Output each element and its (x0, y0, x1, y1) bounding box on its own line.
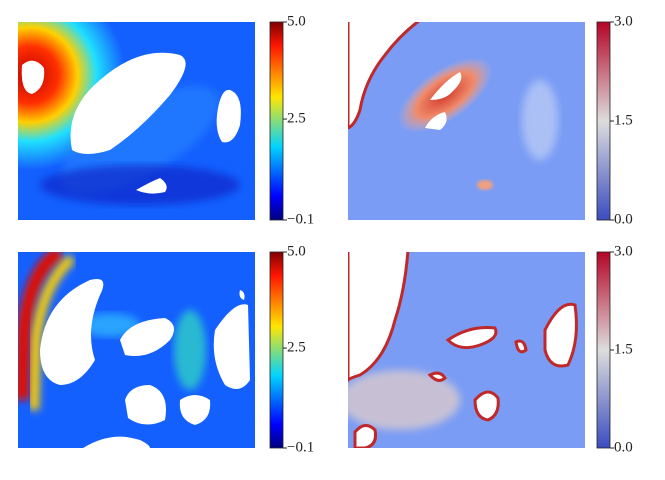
heatmap (348, 252, 585, 448)
light-band (522, 80, 558, 160)
colorbar-tick-label: 5.0 (287, 13, 306, 29)
colorbar-tick-label: 1.5 (614, 112, 633, 128)
heatmap (348, 22, 585, 220)
hole-edge (348, 22, 420, 130)
colorbar (269, 251, 284, 449)
light-band (348, 370, 460, 430)
hole-edge (427, 371, 447, 382)
hole-edge (473, 390, 500, 422)
colorbar (596, 21, 611, 221)
hole-edge (353, 424, 377, 448)
light-band (477, 180, 493, 190)
colorbar-tick-label: 2.5 (287, 340, 306, 356)
hole (216, 89, 241, 143)
colorbar-tick-label: −0.1 (287, 439, 314, 455)
colorbar-tick-label: 0.0 (614, 439, 633, 455)
hot-band (29, 254, 76, 411)
colorbar (596, 251, 611, 449)
warm-band (174, 310, 206, 390)
hole (83, 436, 150, 448)
heatmap (18, 252, 255, 448)
colorbar-tick-label: 5.0 (287, 243, 306, 259)
hole (239, 290, 245, 300)
hole (430, 72, 462, 100)
colorbar-tick-label: 2.5 (287, 110, 306, 126)
hole-edge (348, 252, 410, 383)
colorbar (269, 21, 284, 221)
colorbar-tick-label: 3.0 (614, 13, 633, 29)
hole (70, 52, 186, 154)
warm-band (80, 313, 140, 337)
hole (213, 304, 250, 389)
hole-edge (543, 302, 578, 368)
hole (125, 385, 166, 425)
hole (425, 112, 447, 130)
hole (179, 395, 211, 425)
hole-edge (445, 326, 498, 350)
low-region (40, 165, 240, 205)
hole-edge (514, 339, 528, 354)
colorbar-tick-label: 1.5 (614, 341, 633, 357)
colorbar-tick-label: 0.0 (614, 211, 633, 227)
hole (136, 178, 167, 194)
colorbar-tick-label: −0.1 (287, 211, 314, 227)
heatmap (18, 22, 255, 220)
hole (120, 318, 174, 356)
hole (21, 60, 45, 94)
hot-band (18, 252, 64, 401)
colorbar-tick-label: 3.0 (614, 243, 633, 259)
hole (40, 279, 104, 385)
